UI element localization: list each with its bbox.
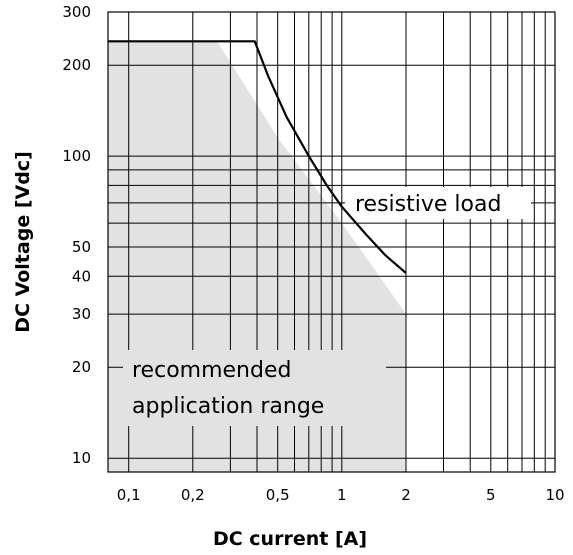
y-axis-label: DC Voltage [Vdc] [12, 151, 34, 333]
x-tick-label: 0,1 [117, 486, 141, 504]
x-tick-label: 0,2 [181, 486, 205, 504]
y-tick-label: 200 [62, 56, 91, 74]
x-tick-label: 5 [486, 486, 496, 504]
y-tick-label: 10 [72, 449, 91, 467]
x-tick-label: 10 [545, 486, 564, 504]
area-label-line-1: recommended [132, 358, 291, 383]
y-tick-label: 100 [62, 147, 91, 165]
x-tick-label: 0,5 [266, 486, 290, 504]
y-tick-label: 20 [72, 358, 91, 376]
y-tick-label: 40 [72, 267, 91, 285]
area-label-line-2: application range [132, 394, 324, 419]
y-tick-label: 30 [72, 305, 91, 323]
application-label-bg [123, 350, 386, 426]
y-tick-label: 50 [72, 238, 91, 256]
plot-frame [107, 11, 556, 473]
tick-layer: 0,1 0,2 0,5 1 2 5 10 10 20 30 40 50 100 200 300 [62, 3, 564, 504]
y-tick-label: 300 [62, 3, 91, 21]
resistive-label-bg [345, 187, 531, 219]
series-label-resistive-load: resistive load [355, 192, 501, 217]
series-line-resistive-load [108, 40, 407, 274]
x-tick-label: 1 [337, 486, 347, 504]
series-layer [108, 40, 407, 274]
x-axis-label: DC current [A] [213, 528, 367, 550]
x-tick-label: 2 [401, 486, 411, 504]
